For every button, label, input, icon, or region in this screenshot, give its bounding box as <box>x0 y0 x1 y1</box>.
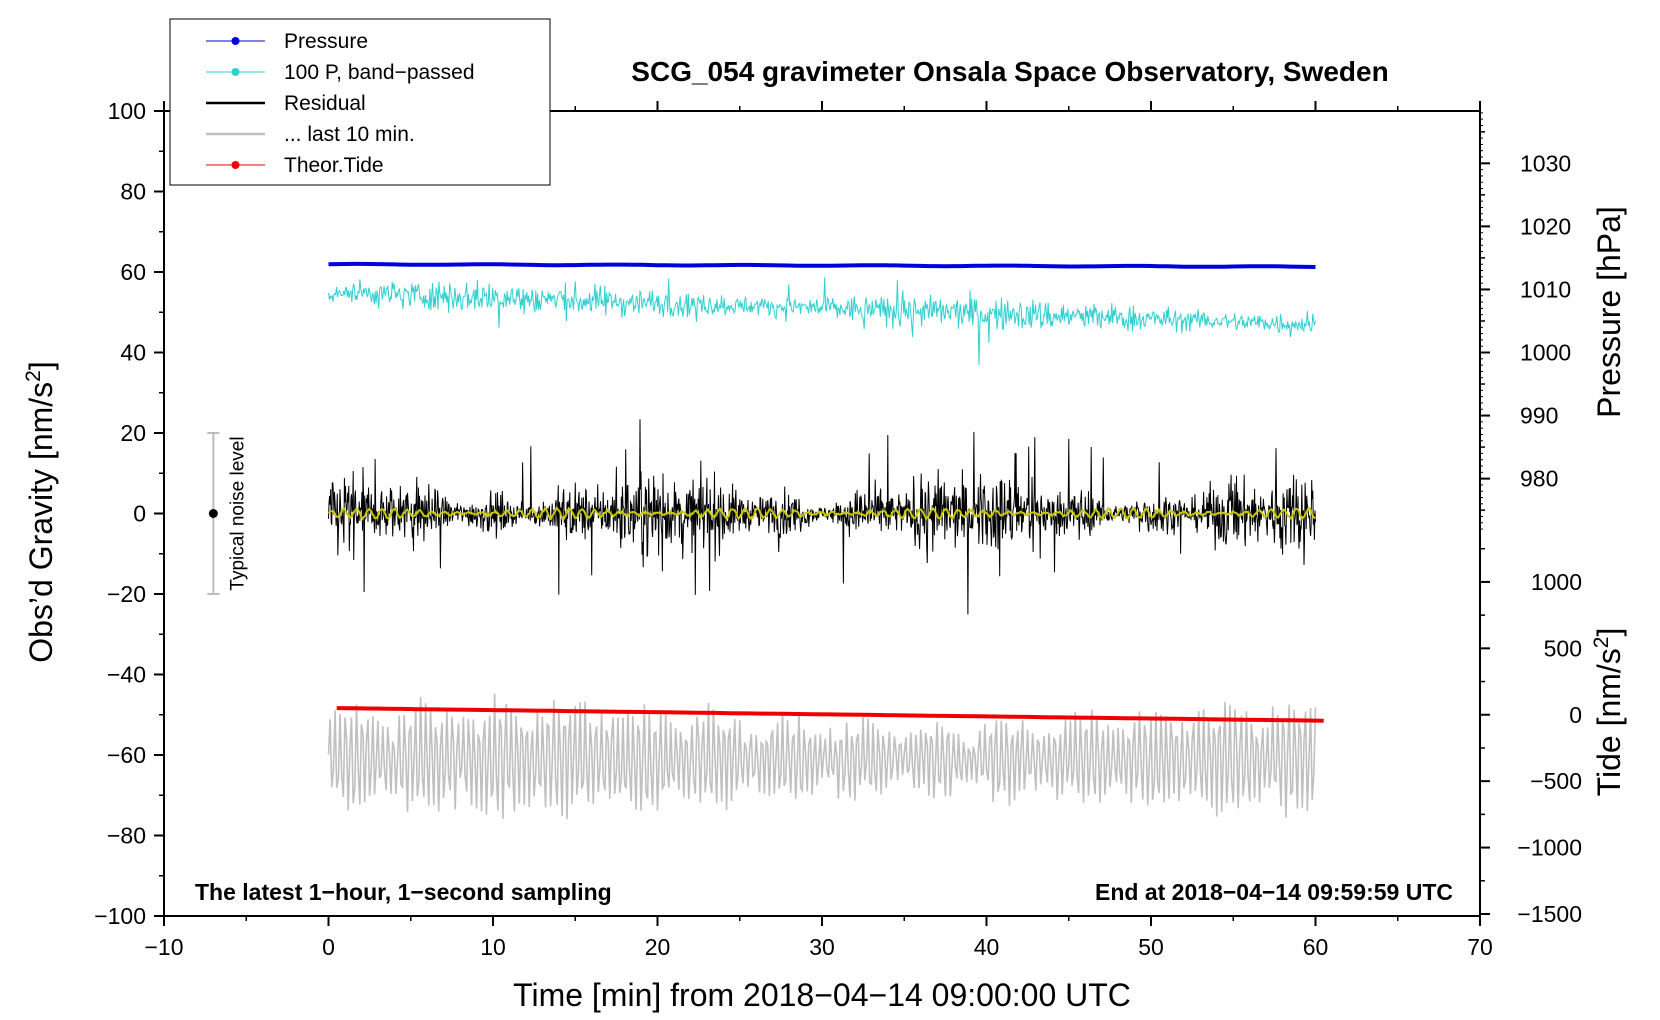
tide-tick-label: −1000 <box>1517 835 1582 861</box>
axes-layer: −10 0 10 20 30 40 50 60 70−100−80−60−40−20020406… <box>94 98 1582 960</box>
tide-tick-label: 500 <box>1544 635 1582 661</box>
series-band-passed-pressure <box>328 277 1316 366</box>
x-tick-label: 40 <box>974 934 1000 960</box>
x-tick-label: 70 <box>1467 934 1493 960</box>
y-tick-label: −80 <box>107 823 146 849</box>
legend-label: ... last 10 min. <box>284 123 415 146</box>
x-tick-label: 10 <box>480 934 506 960</box>
series-layer <box>327 261 1324 820</box>
y-axis-label-pressure: Pressure [hPa] <box>1591 206 1627 418</box>
noise-bar-center-dot <box>208 509 218 518</box>
x-tick-label: 60 <box>1303 934 1329 960</box>
series-smoothed-residual <box>327 505 1316 522</box>
tide-tick-label: −1500 <box>1517 901 1582 927</box>
y-axis-label-left-sup: 2 <box>22 370 45 382</box>
annotation-sampling: The latest 1−hour, 1−second sampling <box>195 879 612 905</box>
y-tick-label: 0 <box>133 501 146 527</box>
legend-label: Theor.Tide <box>284 154 384 177</box>
legend-label: Pressure <box>284 30 368 53</box>
noise-bar-label: Typical noise level <box>227 436 248 590</box>
legend-marker <box>231 161 240 169</box>
pressure-tick-label: 1000 <box>1520 340 1571 366</box>
y-tick-label: 100 <box>108 98 146 124</box>
legend-marker <box>231 68 240 76</box>
legend-label: 100 P, band−passed <box>284 61 475 84</box>
pressure-tick-label: 990 <box>1520 403 1558 429</box>
tide-tick-label: 0 <box>1569 702 1582 728</box>
x-tick-label: 30 <box>809 934 835 960</box>
legend: Pressure 100 P, band−passed Residual ... la… <box>169 18 551 186</box>
y-tick-label: −100 <box>94 903 146 929</box>
series-pressure <box>328 261 1316 269</box>
legend-marker <box>231 37 240 45</box>
x-axis-label: Time [min] from 2018−04−14 09:00:00 UTC <box>513 977 1131 1013</box>
chart-title: SCG_054 gravimeter Onsala Space Observat… <box>631 56 1388 87</box>
y-tick-label: 60 <box>120 259 146 285</box>
y-tick-label: 40 <box>120 340 146 366</box>
y-tick-label: −20 <box>107 581 146 607</box>
y-tick-label: 20 <box>120 420 146 446</box>
annotation-end-time: End at 2018−04−14 09:59:59 UTC <box>1095 879 1453 905</box>
x-tick-label: 20 <box>645 934 671 960</box>
noise-bar: Typical noise level <box>207 432 248 595</box>
y-axis-label-left: Obs’d Gravity [nm/s2] <box>22 361 59 663</box>
legend-label: Residual <box>284 92 366 115</box>
x-tick-label: 0 <box>322 934 335 960</box>
series-residual <box>328 419 1316 615</box>
x-tick-label: −10 <box>144 934 183 960</box>
pressure-tick-label: 980 <box>1520 466 1558 492</box>
y-axis-label-tide: Tide [nm/s2] <box>1590 628 1627 797</box>
y-axis-label-tide-sup: 2 <box>1590 637 1613 649</box>
x-tick-label: 50 <box>1138 934 1164 960</box>
y-tick-label: −40 <box>107 662 146 688</box>
series-theoretical-tide <box>336 706 1324 723</box>
y-tick-label: −60 <box>107 742 146 768</box>
pressure-tick-label: 1010 <box>1520 276 1571 302</box>
pressure-tick-label: 1030 <box>1520 150 1571 176</box>
tide-tick-label: 1000 <box>1531 569 1582 595</box>
tide-tick-label: −500 <box>1530 768 1582 794</box>
pressure-tick-label: 1020 <box>1520 213 1571 239</box>
y-tick-label: 80 <box>120 179 146 205</box>
